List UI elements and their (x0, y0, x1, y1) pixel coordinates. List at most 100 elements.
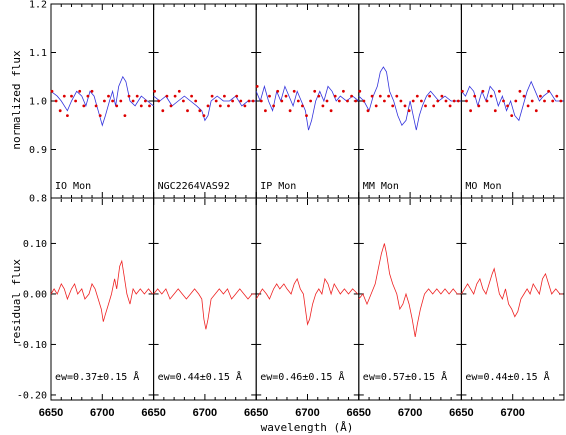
y-tick-label: 0.10 (23, 239, 47, 250)
template-point (284, 94, 288, 98)
template-point (239, 99, 243, 103)
template-point (62, 94, 66, 98)
x-tick-label: 6650 (39, 407, 63, 419)
template-point (440, 94, 444, 98)
template-point (518, 89, 522, 93)
template-point (54, 99, 58, 103)
template-point (354, 99, 358, 103)
panel-star-name: MO Mon (465, 181, 501, 192)
y-tick-label: 0.8 (29, 194, 47, 205)
template-point (498, 89, 501, 93)
template-point (182, 99, 185, 103)
template-point (98, 114, 102, 117)
y-tick-label: 1.1 (29, 48, 47, 59)
template-point (403, 104, 407, 108)
template-point (555, 94, 559, 98)
x-tick-label: 6650 (244, 407, 268, 419)
template-point (362, 99, 366, 103)
panel-ew-label: ew=0.46±0.15 Å (260, 370, 344, 383)
y-tick-label: 1.2 (29, 0, 47, 11)
panel-frame-bottom (153, 197, 257, 401)
x-tick-label: 6700 (295, 407, 319, 419)
observed-spectrum-line (255, 84, 360, 131)
x-tick-label: 6700 (500, 407, 524, 419)
template-point (82, 104, 86, 108)
template-point (78, 89, 82, 93)
template-point (325, 99, 329, 103)
template-point (428, 94, 431, 98)
template-point (111, 99, 114, 103)
template-point (411, 99, 415, 103)
observed-spectrum-line (461, 80, 564, 122)
template-point (510, 114, 514, 117)
y-tick-label: 0.9 (29, 145, 47, 156)
template-point (280, 99, 284, 103)
panel-frame-bottom (358, 197, 462, 401)
template-point (424, 104, 427, 108)
template-point (370, 94, 374, 98)
template-point (485, 99, 489, 103)
panel-frame-top (255, 3, 360, 199)
template-point (358, 89, 362, 93)
template-point (559, 99, 563, 103)
template-point (206, 104, 210, 108)
template-point (157, 99, 161, 103)
template-point (247, 99, 251, 103)
template-point (329, 109, 333, 113)
x-tick-label: 6700 (398, 407, 422, 419)
residual-line (153, 288, 256, 330)
template-point (342, 89, 345, 93)
template-point (395, 94, 399, 98)
template-point (534, 109, 538, 113)
template-point (387, 94, 390, 98)
template-point (74, 99, 77, 103)
template-point (543, 99, 546, 103)
template-point (139, 104, 143, 108)
template-point (70, 94, 73, 98)
template-point (547, 89, 550, 93)
template-point (374, 104, 378, 108)
data-layer (50, 66, 564, 337)
panel-frame-bottom (255, 197, 360, 401)
template-point (194, 99, 198, 103)
text-layer: normalized flux residual flux wavelength… (10, 0, 550, 434)
template-point (173, 94, 177, 98)
y-tick-label: -0.10 (17, 340, 47, 351)
template-point (415, 94, 419, 98)
panel-ew-label: ew=0.37±0.15 Å (55, 370, 139, 383)
template-point (94, 104, 98, 108)
template-point (522, 94, 526, 98)
residual-line (358, 243, 461, 337)
template-point (169, 104, 173, 108)
template-point (107, 94, 110, 98)
x-tick-label: 6700 (193, 407, 217, 419)
template-point (436, 99, 440, 103)
template-point (153, 89, 157, 93)
template-point (473, 94, 477, 98)
x-tick-label: 6650 (449, 407, 473, 419)
template-point (530, 99, 534, 103)
template-point (276, 89, 280, 93)
template-point (502, 99, 505, 103)
panel-frame-bottom (460, 197, 565, 401)
panel-ew-label: ew=0.57±0.15 Å (363, 370, 447, 383)
template-point (119, 99, 123, 103)
template-point (103, 99, 106, 103)
template-point (305, 114, 308, 117)
template-point (309, 99, 312, 103)
axes-layer (50, 3, 565, 401)
template-point (321, 104, 325, 108)
y-tick-label: 1.0 (29, 97, 47, 108)
bottom-y-axis-label: residual flux (10, 259, 23, 345)
residual-line (50, 259, 153, 322)
template-point (259, 99, 263, 103)
template-point (493, 109, 497, 113)
template-point (198, 109, 202, 113)
template-point (465, 99, 468, 103)
template-point (90, 89, 94, 93)
template-point (301, 104, 304, 108)
template-point (66, 114, 69, 117)
panel-ew-label: ew=0.44±0.15 Å (465, 370, 549, 383)
template-point (161, 109, 165, 113)
template-point (131, 99, 135, 103)
